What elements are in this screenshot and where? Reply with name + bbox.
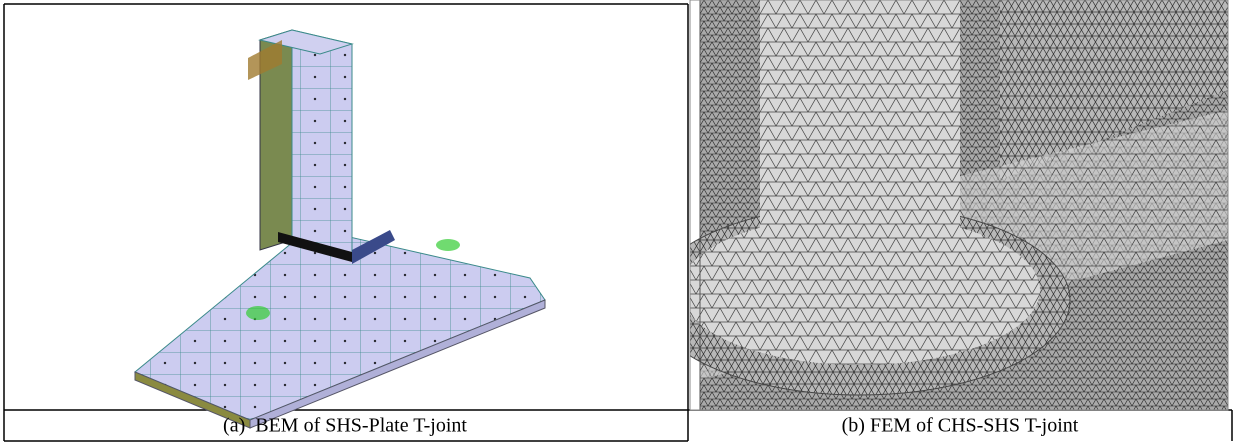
figure: (a) BEM of SHS-Plate T-joint (b) FEM of … xyxy=(0,0,1244,443)
bem-model xyxy=(135,30,545,428)
caption: (a) BEM of SHS-Plate T-joint xyxy=(223,415,467,437)
page: (a) BEM of SHS-Plate T-joint (b) FEM of … xyxy=(0,0,1244,443)
caption: (b) FEM of CHS-SHS T-joint xyxy=(842,415,1079,437)
fem-model xyxy=(650,0,1228,410)
